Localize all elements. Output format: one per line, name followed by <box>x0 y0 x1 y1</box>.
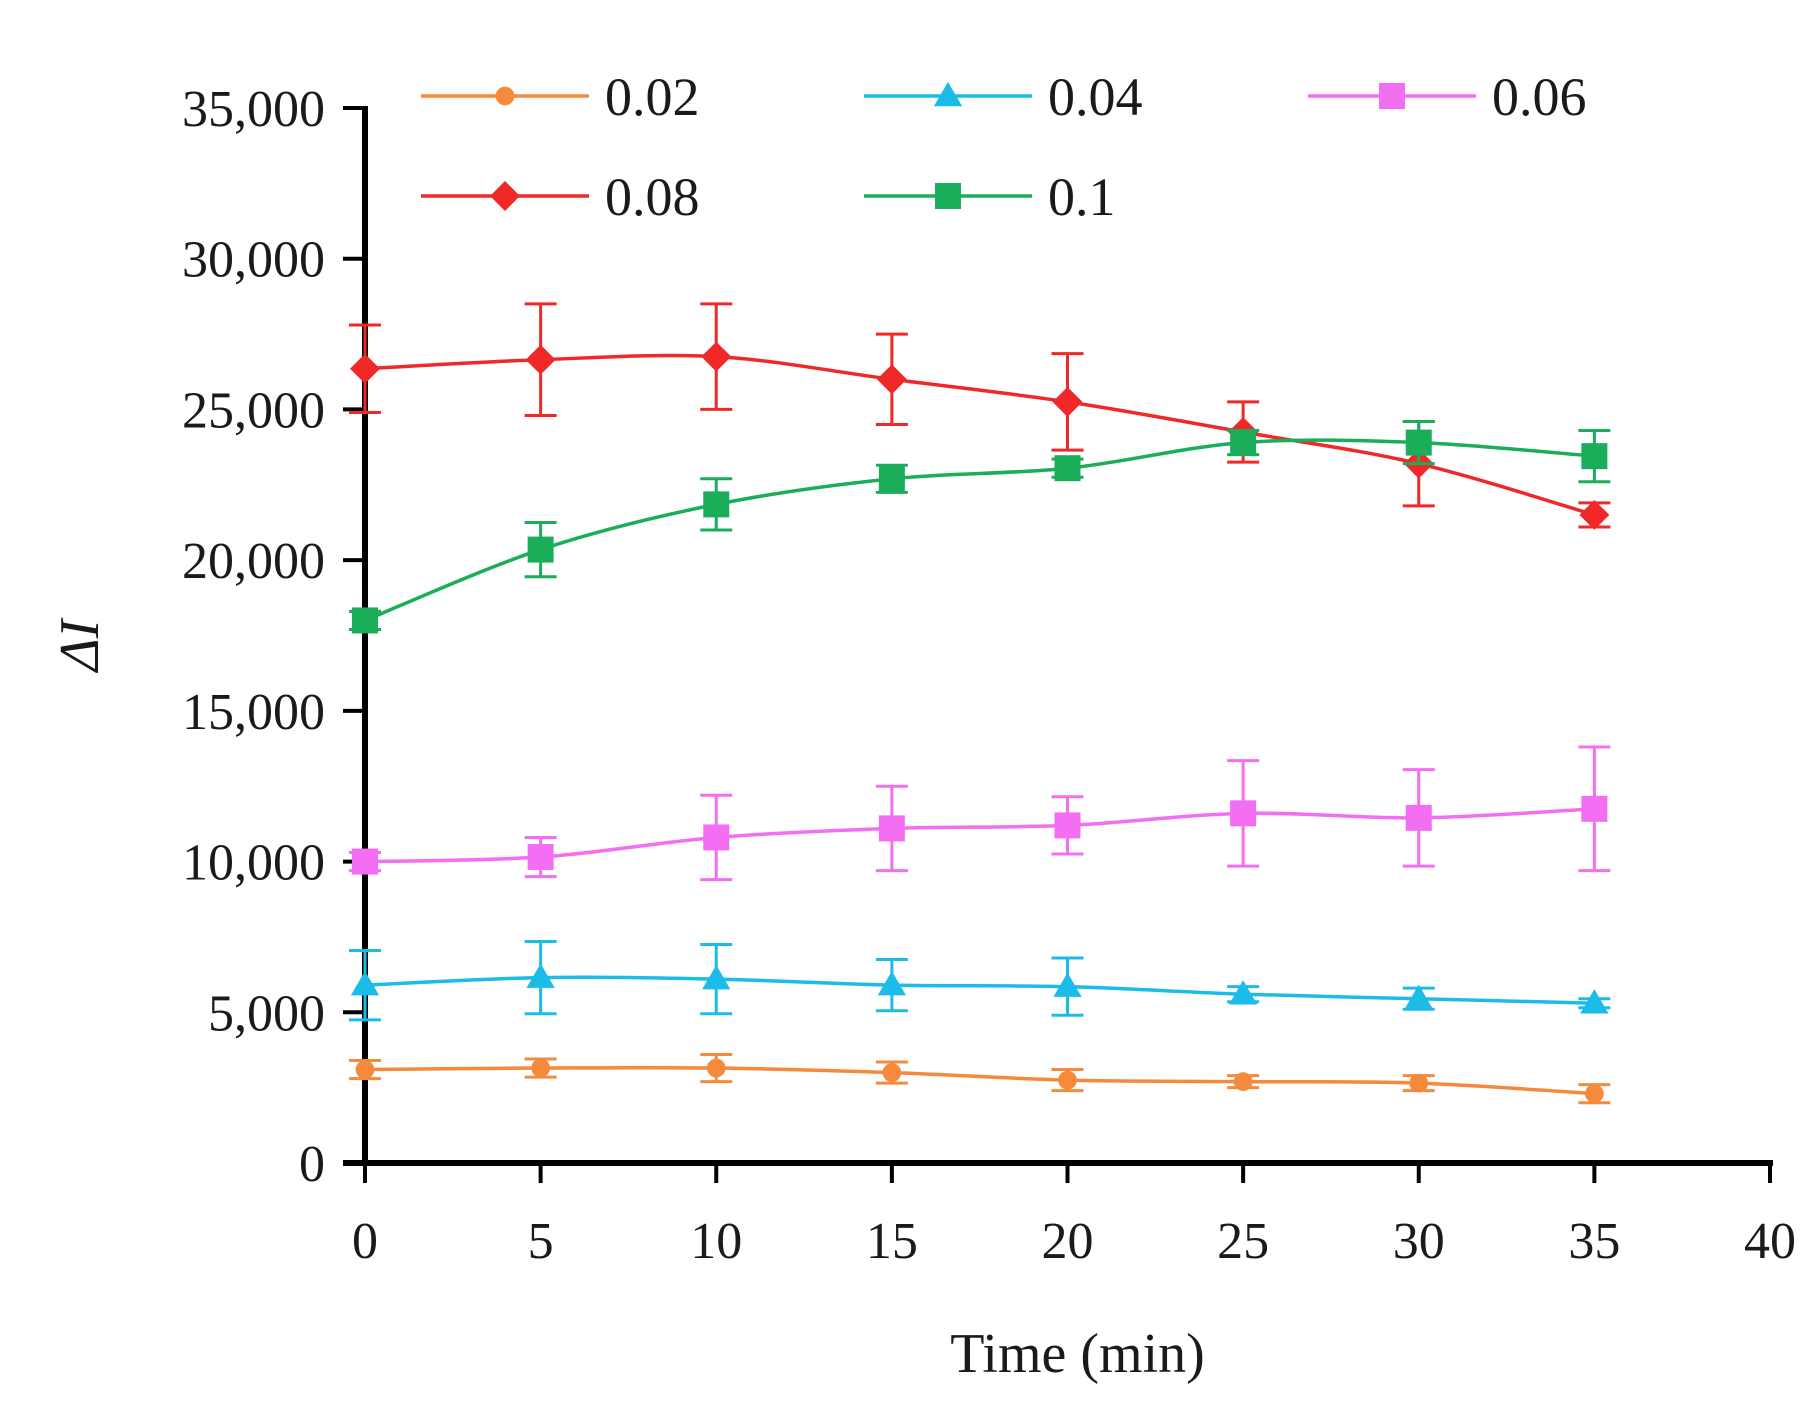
data-point <box>352 607 378 634</box>
series-0.04 <box>349 939 1611 1022</box>
data-point <box>1230 429 1257 456</box>
x-tick-label: 40 <box>1744 1213 1796 1270</box>
x-tick-label: 15 <box>866 1213 918 1270</box>
y-tick-label: 0 <box>299 1136 325 1193</box>
data-point <box>352 848 378 875</box>
series-line <box>364 353 1595 517</box>
y-tick-label: 15,000 <box>182 684 325 741</box>
x-tick-label: 35 <box>1568 1213 1620 1270</box>
y-tick-label: 20,000 <box>182 533 325 590</box>
x-tick-label: 20 <box>1042 1213 1094 1270</box>
data-point <box>1405 429 1432 456</box>
data-point <box>525 344 556 375</box>
data-point <box>878 465 905 492</box>
series-0.08 <box>349 302 1611 530</box>
data-point <box>527 536 554 563</box>
data-point <box>526 963 555 988</box>
data-point <box>882 1063 902 1082</box>
y-axis-ticks: 0 5,000 10,000 15,000 20,000 25,000 30,000 35,0… <box>182 81 365 1193</box>
legend-label: 0.08 <box>605 167 700 227</box>
x-tick-label: 30 <box>1393 1213 1445 1270</box>
data-point <box>531 1058 550 1078</box>
data-point <box>1581 795 1608 822</box>
series-line <box>364 438 1595 623</box>
series-0.06 <box>349 745 1611 882</box>
y-tick-label: 10,000 <box>182 835 325 892</box>
y-axis-title: ΔI <box>49 617 111 673</box>
data-point <box>1058 1070 1077 1090</box>
data-point <box>703 824 730 851</box>
data-point <box>1053 972 1082 997</box>
data-point <box>703 491 730 518</box>
data-point <box>1405 804 1432 831</box>
data-point <box>1409 1073 1429 1093</box>
x-axis-title: Time (min) <box>950 1323 1205 1385</box>
data-point <box>1054 812 1081 839</box>
data-point <box>1233 1072 1253 1091</box>
x-tick-label: 0 <box>352 1213 378 1270</box>
legend-label: 0.06 <box>1492 67 1587 127</box>
data-point <box>877 971 907 996</box>
series-layer <box>349 302 1611 1105</box>
legend-item-0.06: 0.06 <box>1308 67 1587 127</box>
y-tick-label: 25,000 <box>182 382 325 439</box>
legend-marker <box>935 183 961 209</box>
legend-label: 0.04 <box>1048 67 1143 127</box>
data-point <box>350 971 380 996</box>
x-tick-label: 5 <box>528 1213 554 1270</box>
y-tick-label: 5,000 <box>208 985 325 1042</box>
legend: 0.02 0.04 0.06 0.08 0.1 <box>421 67 1587 227</box>
legend-marker <box>495 86 515 106</box>
legend-label: 0.1 <box>1048 167 1116 227</box>
x-axis-ticks: 0 5 10 15 20 25 30 35 40 <box>352 1163 1796 1270</box>
data-point <box>878 815 905 842</box>
data-point <box>1228 980 1258 1005</box>
legend-marker <box>933 81 963 107</box>
data-point <box>1054 455 1081 482</box>
data-point <box>1585 1084 1604 1104</box>
data-point <box>876 364 907 395</box>
data-point <box>1580 989 1609 1014</box>
series-line <box>364 807 1595 864</box>
data-point <box>1404 984 1433 1009</box>
data-point <box>702 964 731 990</box>
data-point <box>527 844 554 871</box>
data-point <box>701 341 732 372</box>
data-point <box>355 1060 375 1079</box>
series-line <box>364 1065 1595 1096</box>
legend-item-0.04: 0.04 <box>864 67 1143 127</box>
data-point <box>1579 499 1610 530</box>
legend-label: 0.02 <box>605 67 700 127</box>
legend-item-0.08: 0.08 <box>421 167 700 227</box>
x-tick-label: 10 <box>690 1213 742 1270</box>
series-line <box>364 975 1595 1005</box>
legend-marker <box>1379 83 1405 109</box>
data-point <box>1230 800 1257 827</box>
data-point <box>350 353 380 384</box>
series-0.1 <box>349 419 1611 634</box>
y-tick-label: 35,000 <box>182 81 325 138</box>
legend-marker <box>490 181 520 211</box>
legend-item-0.02: 0.02 <box>421 67 700 127</box>
x-tick-label: 25 <box>1217 1213 1269 1270</box>
data-point <box>706 1058 726 1078</box>
data-point <box>1581 443 1608 470</box>
series-0.02 <box>349 1052 1611 1105</box>
legend-item-0.1: 0.1 <box>864 167 1116 227</box>
data-point <box>1052 386 1083 417</box>
y-tick-label: 30,000 <box>182 232 325 289</box>
axes: 0 5,000 10,000 15,000 20,000 25,000 30,000 35,0… <box>182 81 1796 1270</box>
